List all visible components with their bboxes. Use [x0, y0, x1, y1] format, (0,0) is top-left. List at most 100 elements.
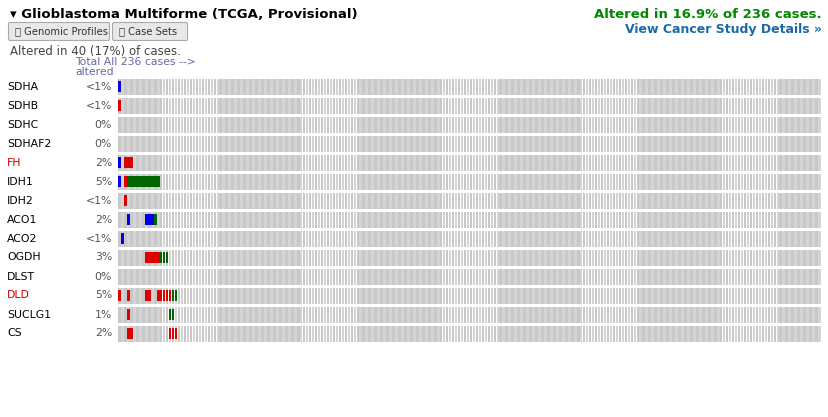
Bar: [195, 98, 198, 113]
Bar: [433, 155, 436, 171]
Bar: [799, 269, 802, 284]
Bar: [205, 249, 207, 266]
Bar: [513, 211, 517, 228]
Bar: [728, 155, 730, 171]
Bar: [160, 173, 162, 189]
Bar: [419, 173, 421, 189]
Bar: [127, 176, 129, 187]
Bar: [442, 193, 445, 208]
Bar: [767, 306, 769, 322]
Bar: [660, 173, 662, 189]
Bar: [210, 116, 213, 133]
Bar: [692, 211, 695, 228]
Bar: [627, 211, 629, 228]
Bar: [585, 98, 588, 113]
Bar: [707, 193, 710, 208]
Bar: [335, 249, 338, 266]
Bar: [121, 155, 123, 171]
Bar: [520, 306, 522, 322]
Bar: [791, 326, 793, 342]
Bar: [261, 269, 263, 284]
Bar: [558, 78, 561, 95]
Bar: [615, 269, 618, 284]
Bar: [448, 287, 451, 304]
Bar: [219, 306, 222, 322]
Bar: [698, 193, 700, 208]
Bar: [797, 116, 799, 133]
Bar: [160, 211, 162, 228]
Bar: [776, 173, 778, 189]
Bar: [184, 78, 186, 95]
Bar: [181, 306, 183, 322]
Bar: [701, 287, 704, 304]
Bar: [397, 155, 400, 171]
Bar: [469, 98, 472, 113]
Bar: [591, 306, 594, 322]
Bar: [302, 249, 305, 266]
Bar: [546, 326, 549, 342]
Bar: [567, 211, 570, 228]
Bar: [133, 249, 136, 266]
Bar: [517, 287, 519, 304]
Bar: [300, 231, 302, 246]
Bar: [401, 98, 403, 113]
Bar: [782, 249, 784, 266]
Bar: [392, 116, 394, 133]
Bar: [243, 211, 246, 228]
Bar: [139, 193, 142, 208]
Bar: [431, 193, 433, 208]
Bar: [294, 211, 296, 228]
Bar: [148, 98, 151, 113]
Bar: [151, 252, 153, 263]
Bar: [457, 306, 460, 322]
Bar: [731, 231, 734, 246]
Bar: [380, 326, 383, 342]
Bar: [427, 306, 430, 322]
Bar: [719, 116, 722, 133]
Bar: [448, 98, 451, 113]
Bar: [124, 326, 127, 342]
Bar: [195, 326, 198, 342]
Bar: [431, 211, 433, 228]
Bar: [433, 306, 436, 322]
Bar: [546, 287, 549, 304]
Bar: [806, 211, 808, 228]
Bar: [151, 155, 153, 171]
Bar: [588, 136, 590, 151]
Bar: [377, 173, 379, 189]
Bar: [713, 287, 715, 304]
Bar: [151, 214, 153, 225]
Bar: [591, 231, 594, 246]
Bar: [332, 287, 335, 304]
Bar: [675, 173, 677, 189]
Bar: [255, 173, 258, 189]
Bar: [326, 155, 329, 171]
Bar: [436, 155, 439, 171]
Bar: [130, 249, 132, 266]
Bar: [300, 211, 302, 228]
Bar: [627, 116, 629, 133]
Bar: [309, 136, 311, 151]
Bar: [457, 98, 460, 113]
Bar: [740, 231, 743, 246]
Bar: [475, 326, 478, 342]
Bar: [758, 173, 760, 189]
Bar: [184, 98, 186, 113]
Bar: [207, 249, 209, 266]
Bar: [315, 193, 317, 208]
Bar: [421, 193, 424, 208]
Bar: [782, 155, 784, 171]
Bar: [550, 155, 552, 171]
Bar: [499, 116, 502, 133]
Bar: [725, 211, 728, 228]
Bar: [118, 155, 121, 171]
Bar: [142, 287, 144, 304]
Bar: [151, 306, 153, 322]
Bar: [216, 98, 219, 113]
Bar: [344, 326, 347, 342]
Bar: [787, 306, 790, 322]
Bar: [425, 173, 427, 189]
Bar: [773, 306, 775, 322]
Bar: [156, 231, 159, 246]
Bar: [627, 193, 629, 208]
